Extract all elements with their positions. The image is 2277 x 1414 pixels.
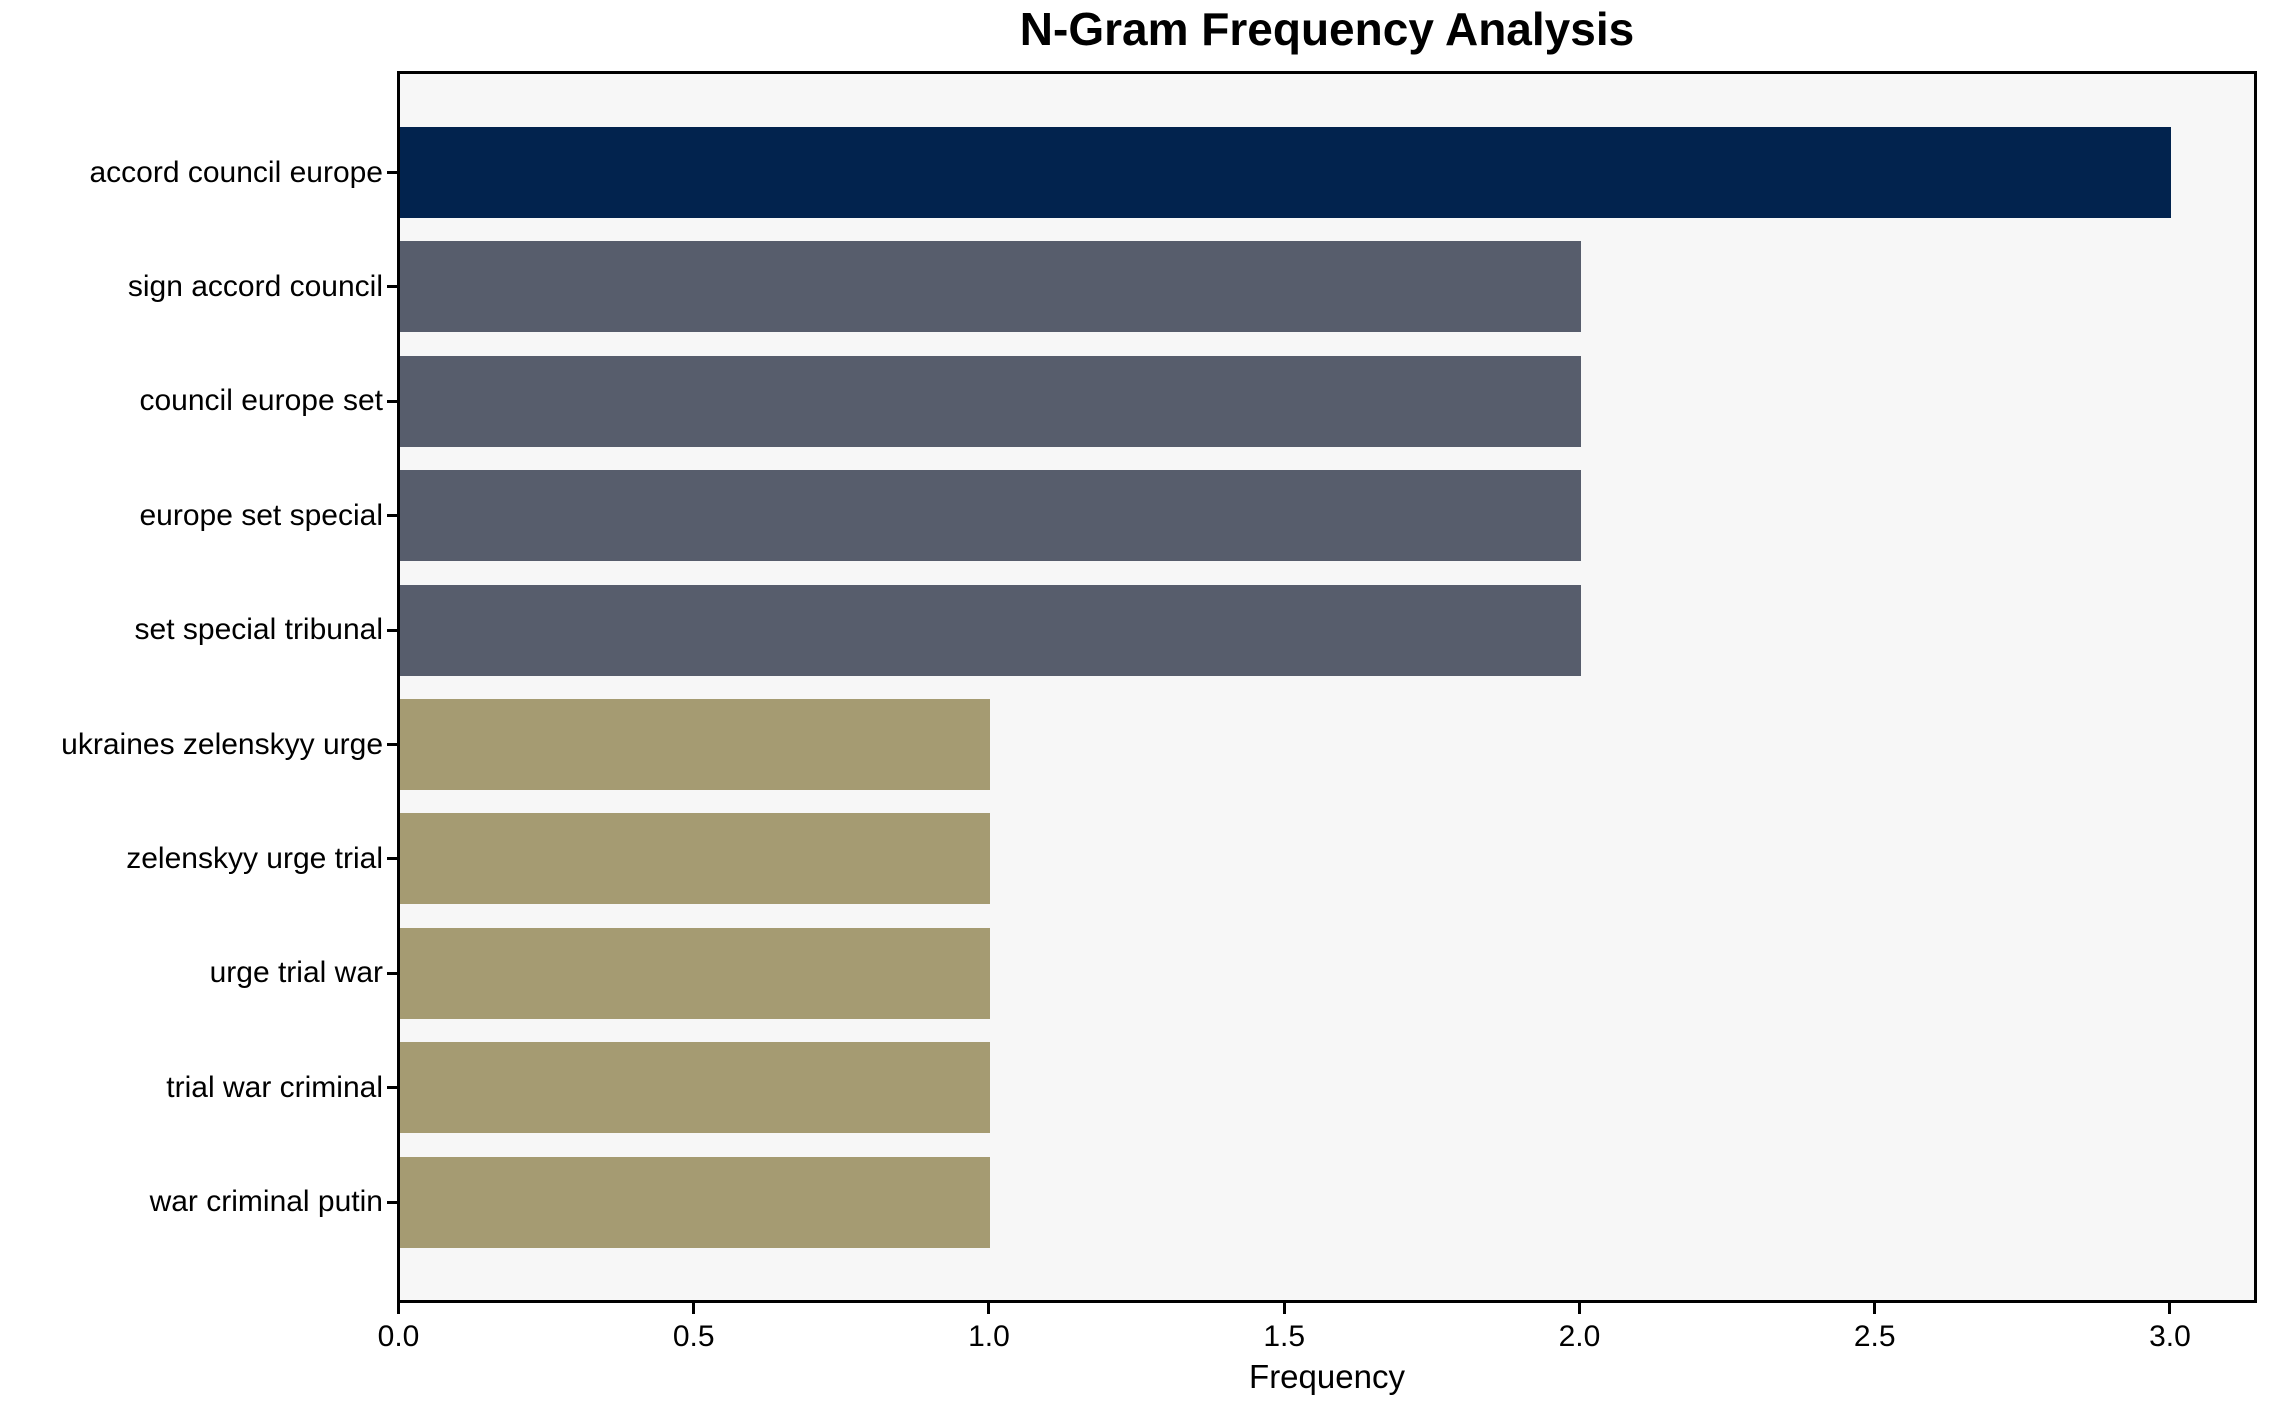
x-tick-label-2.0: 2.0	[1558, 1320, 1601, 1353]
bar-council-europe-set	[400, 355, 1581, 447]
y-tick-mark	[387, 743, 397, 746]
bar-ukraines-zelenskyy-urge	[400, 699, 991, 790]
y-tick-mark	[387, 971, 397, 975]
y-tick-label-europe-set-special: europe set special	[139, 498, 384, 532]
y-tick-label-set-special-tribunal: set special tribunal	[134, 613, 383, 647]
y-tick-mark	[387, 1086, 397, 1090]
y-tick-label-urge-trial-war: urge trial war	[209, 956, 383, 990]
x-tick-mark	[1282, 1303, 1286, 1314]
y-tick-mark	[387, 285, 397, 289]
y-tick-mark	[387, 399, 397, 403]
x-tick-mark	[2168, 1303, 2172, 1314]
bar-urge-trial-war	[400, 927, 991, 1019]
x-tick-mark	[987, 1303, 991, 1314]
chart-title: N-Gram Frequency Analysis	[1019, 3, 1635, 55]
x-tick-label-2.5: 2.5	[1853, 1320, 1896, 1353]
x-tick-mark	[397, 1303, 400, 1314]
bar-sign-accord-council	[400, 241, 1581, 333]
x-tick-label-0.5: 0.5	[672, 1320, 715, 1353]
x-tick-label-1.5: 1.5	[1263, 1320, 1306, 1353]
y-tick-mark	[387, 514, 397, 518]
plot-area	[397, 71, 2257, 1303]
x-tick-label-0.0: 0.0	[377, 1320, 420, 1353]
bar-europe-set-special	[400, 470, 1581, 562]
y-tick-mark	[387, 857, 397, 861]
y-tick-mark	[387, 628, 397, 632]
y-tick-label-zelenskyy-urge-trial: zelenskyy urge trial	[126, 841, 383, 875]
x-tick-mark	[692, 1303, 696, 1314]
y-tick-mark	[387, 171, 397, 174]
bar-zelenskyy-urge-trial	[400, 813, 991, 905]
y-tick-label-ukraines-zelenskyy-urge: ukraines zelenskyy urge	[61, 727, 383, 761]
x-axis-label: Frequency	[1249, 1358, 1405, 1395]
x-tick-label-3.0: 3.0	[2149, 1320, 2191, 1353]
x-tick-mark	[1873, 1303, 1877, 1314]
bar-accord-council-europe	[400, 127, 2172, 218]
y-tick-label-sign-accord-council: sign accord council	[127, 269, 383, 303]
bar-trial-war-criminal	[400, 1042, 991, 1134]
y-tick-label-war-criminal-putin: war criminal putin	[149, 1185, 383, 1219]
bar-war-criminal-putin	[400, 1156, 991, 1248]
y-tick-mark	[387, 1200, 397, 1204]
bar-set-special-tribunal	[400, 584, 1581, 676]
x-tick-label-1.0: 1.0	[968, 1320, 1010, 1353]
y-tick-label-council-europe-set: council europe set	[139, 384, 384, 418]
y-tick-label-trial-war-criminal: trial war criminal	[166, 1070, 383, 1104]
x-tick-mark	[1577, 1303, 1581, 1314]
y-tick-label-accord-council-europe: accord council europe	[89, 155, 383, 189]
